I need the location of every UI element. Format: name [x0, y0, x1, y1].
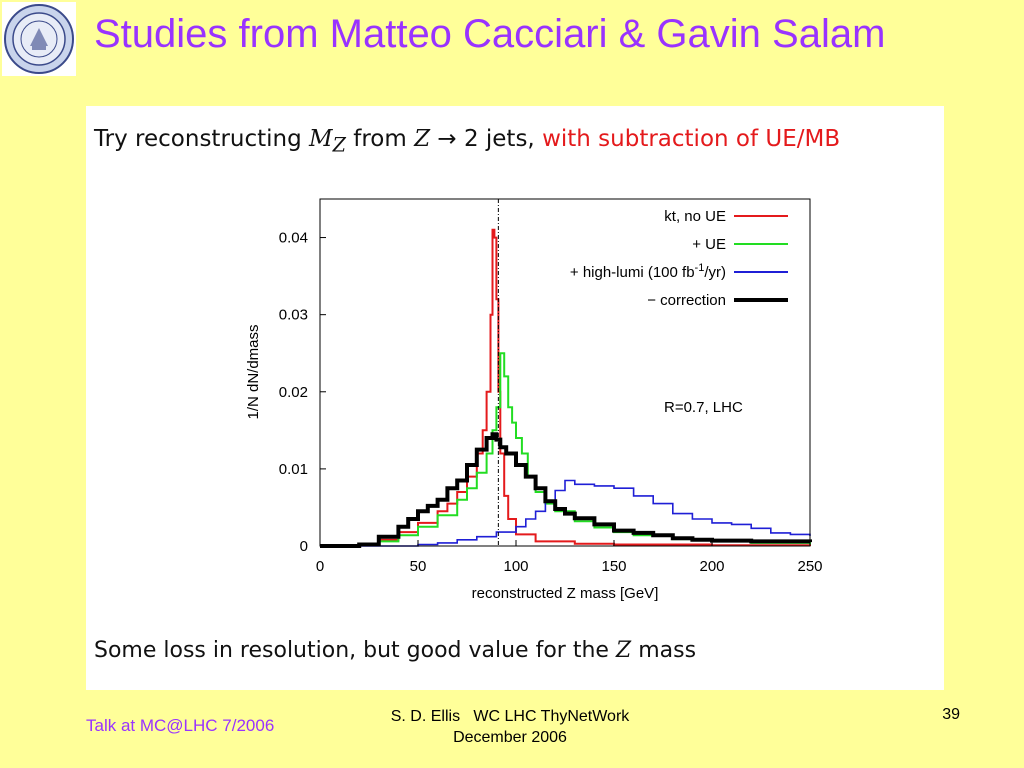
- page-number: 39: [942, 706, 960, 723]
- ticks-layer: 0 50 100 150 200 250 0 0.01 0.02 0.03 0.04: [279, 230, 823, 575]
- legend-high-lumi-main: + high-lumi (100 fb: [570, 264, 695, 281]
- figure-panel: Try reconstructing MZ from Z → 2 jets, w…: [86, 106, 944, 690]
- x-axis-label: reconstructed Z mass [GeV]: [472, 585, 659, 602]
- x-tick-label-0: 0: [316, 558, 324, 575]
- legend-label-ue: + UE: [692, 236, 726, 253]
- y-axis-label: 1/N dN/dmass: [245, 324, 262, 419]
- y-tick-label-4: 0.04: [279, 230, 308, 247]
- legend: kt, no UE + UE + high-lumi (100 fb-1/yr)…: [570, 208, 788, 309]
- x-tick-label-4: 200: [699, 558, 724, 575]
- footer-author: S. D. Ellis WC LHC ThyNetWork December 2…: [300, 706, 720, 748]
- series-line-0: [320, 228, 811, 547]
- heading-mz: M: [309, 126, 333, 152]
- heading-arrow: → 2 jets,: [430, 126, 543, 152]
- footer-author-line1: S. D. Ellis WC LHC ThyNetWork: [390, 708, 630, 725]
- z-mass-chart: 0 50 100 150 200 250 0 0.01 0.02 0.03 0.04 reconst…: [245, 198, 823, 602]
- x-tick-label-1: 50: [410, 558, 427, 575]
- x-tick-label-3: 150: [601, 558, 626, 575]
- slide-title: Studies from Matteo Cacciari & Gavin Sal…: [94, 12, 886, 56]
- heading-mz-sub: Z: [332, 133, 346, 157]
- heading-z: Z: [414, 126, 431, 152]
- figure-heading: Try reconstructing MZ from Z → 2 jets, w…: [94, 126, 840, 157]
- figure-caption: Some loss in resolution, but good value …: [94, 638, 696, 663]
- series-layer: [320, 228, 812, 548]
- series-line-1: [320, 352, 811, 547]
- legend-label-correction: − correction: [647, 292, 726, 309]
- legend-high-lumi-sup: -1: [695, 262, 705, 274]
- legend-label-high-lumi: + high-lumi (100 fb-1/yr): [570, 262, 726, 281]
- caption-z: Z: [615, 638, 632, 663]
- legend-label-kt: kt, no UE: [664, 208, 726, 225]
- footer-talk: Talk at MC@LHC 7/2006: [86, 716, 275, 735]
- x-tick-label-2: 100: [503, 558, 528, 575]
- heading-middle: from: [345, 126, 415, 152]
- plot-frame: [319, 198, 811, 547]
- legend-high-lumi-end: /yr): [704, 264, 726, 281]
- caption-suffix: mass: [631, 638, 697, 663]
- x-tick-label-5: 250: [797, 558, 822, 575]
- y-tick-label-3: 0.03: [279, 307, 308, 324]
- y-tick-label-0: 0: [300, 538, 308, 555]
- heading-highlight: with subtraction of UE/MB: [542, 126, 841, 152]
- caption-prefix: Some loss in resolution, but good value …: [94, 638, 616, 663]
- heading-prefix: Try reconstructing: [94, 126, 310, 152]
- y-tick-label-1: 0.01: [279, 461, 308, 478]
- chart-annotation: R=0.7, LHC: [664, 399, 743, 416]
- footer-author-line2: December 2006: [453, 729, 567, 746]
- y-tick-label-2: 0.02: [279, 384, 308, 401]
- series-line-3: [320, 432, 812, 548]
- university-seal-icon: [2, 2, 76, 76]
- series-line-2: [320, 479, 811, 547]
